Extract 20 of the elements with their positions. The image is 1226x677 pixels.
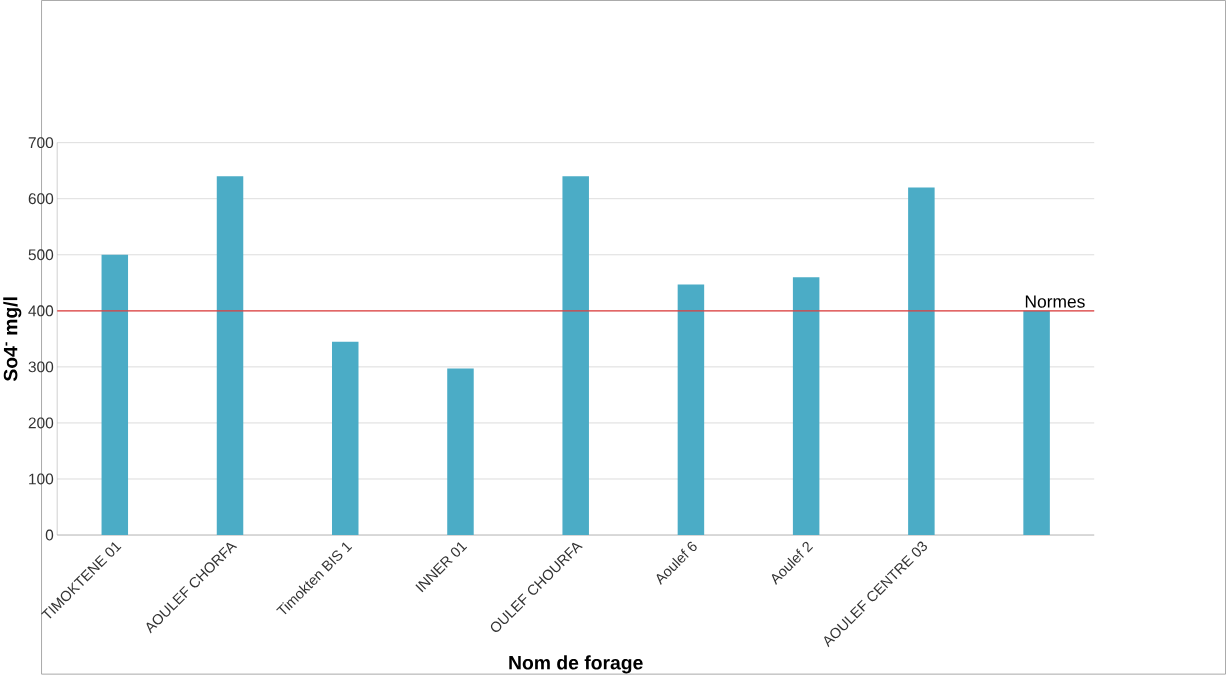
x-axis-title: Nom de forage (509, 655, 643, 674)
y-tick-label: 300 (28, 361, 54, 373)
y-axis-title: So4$^{-}$ mg/l (3, 297, 22, 382)
y-tick-label: 200 (28, 417, 54, 429)
bar (1023, 310, 1050, 536)
y-tick-label: 700 (28, 137, 54, 149)
bar (677, 284, 705, 536)
bar (792, 277, 820, 536)
y-tick-label: 500 (28, 249, 54, 261)
ref-line-label: Normes (1025, 295, 1085, 308)
y-tick-label: 0 (45, 529, 54, 541)
y-tick-label: 600 (28, 193, 54, 205)
bar (447, 368, 474, 536)
bar (216, 176, 244, 536)
bar (908, 187, 935, 536)
bar (562, 176, 589, 536)
bar (101, 254, 129, 536)
y-tick-label: 100 (29, 473, 54, 485)
y-tick-label: 400 (28, 305, 54, 317)
bar (332, 341, 359, 536)
